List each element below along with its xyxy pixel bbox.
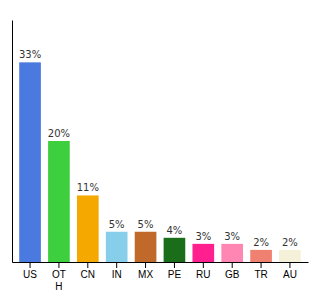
x-tick-mark [58, 262, 59, 268]
bar [135, 232, 157, 262]
x-tick-label-line: H [55, 281, 62, 292]
x-axis-line [13, 262, 309, 263]
bar [279, 250, 301, 262]
x-tick: OTH [52, 262, 66, 292]
x-tick-mark [174, 262, 175, 268]
x-tick-label-line: RU [196, 269, 210, 280]
x-tick-mark [289, 262, 290, 268]
bar [48, 141, 70, 262]
x-tick-label-line: TR [254, 269, 267, 280]
x-tick: MX [138, 262, 153, 280]
data-label: 3% [224, 231, 240, 242]
x-tick: RU [196, 262, 210, 280]
x-tick: AU [283, 262, 297, 280]
bars [19, 62, 301, 262]
x-tick: CN [81, 262, 95, 280]
data-label: 5% [138, 219, 154, 230]
y-axis-line [12, 21, 13, 263]
x-tick-label: AU [283, 269, 297, 280]
y-axis [12, 21, 13, 263]
data-label: 2% [253, 237, 269, 248]
x-tick-mark [116, 262, 117, 268]
x-axis: US OTH CN IN MX PE RU GB TR AU [13, 262, 309, 292]
chart-container: US OTH CN IN MX PE RU GB TR AU 33% 20% 11% 5% 5% 4% 3% 3%… [0, 0, 320, 300]
bar [77, 195, 99, 262]
data-label: 33% [19, 49, 41, 60]
x-tick-label-line: US [23, 269, 37, 280]
data-label: 11% [77, 182, 99, 193]
x-tick-label: PE [168, 269, 182, 280]
x-tick-mark [203, 262, 204, 268]
x-tick-label: MX [138, 269, 153, 280]
chart-svg: US OTH CN IN MX PE RU GB TR AU 33% 20% 11% 5% 5% 4% 3% 3%… [0, 0, 320, 300]
x-tick: GB [225, 262, 240, 280]
x-tick-mark [232, 262, 233, 268]
bar [164, 238, 186, 262]
x-tick-label-line: GB [225, 269, 240, 280]
x-tick-label: TR [254, 269, 267, 280]
x-tick-label: RU [196, 269, 210, 280]
x-tick-label-line: AU [283, 269, 297, 280]
bar [221, 244, 243, 262]
x-tick: PE [168, 262, 182, 280]
x-tick-mark [145, 262, 146, 268]
x-tick-mark [30, 262, 31, 268]
x-tick-label-line: MX [138, 269, 153, 280]
bar [192, 244, 214, 262]
x-tick-label-line: IN [112, 269, 122, 280]
x-tick-label: GB [225, 269, 240, 280]
x-tick: IN [112, 262, 122, 280]
x-tick-label: OTH [52, 269, 66, 292]
x-tick: TR [254, 262, 267, 280]
data-label: 4% [167, 225, 183, 236]
x-tick-label-line: PE [168, 269, 182, 280]
bar [19, 62, 41, 262]
x-tick-label: US [23, 269, 37, 280]
x-tick: US [23, 262, 37, 280]
plot: US OTH CN IN MX PE RU GB TR AU 33% 20% 11% 5% 5% 4% 3% 3%… [13, 21, 309, 292]
x-tick-label: IN [112, 269, 122, 280]
data-labels: 33% 20% 11% 5% 5% 4% 3% 3% 2% 2% [19, 49, 298, 248]
bar [106, 232, 128, 262]
x-tick-mark [261, 262, 262, 268]
x-tick-mark [87, 262, 88, 268]
data-label: 3% [195, 231, 211, 242]
data-label: 20% [48, 128, 70, 139]
x-tick-label-line: CN [81, 269, 95, 280]
data-label: 2% [282, 237, 298, 248]
x-tick-label: CN [81, 269, 95, 280]
data-label: 5% [109, 219, 125, 230]
x-tick-label-line: OT [52, 269, 66, 280]
bar [250, 250, 272, 262]
